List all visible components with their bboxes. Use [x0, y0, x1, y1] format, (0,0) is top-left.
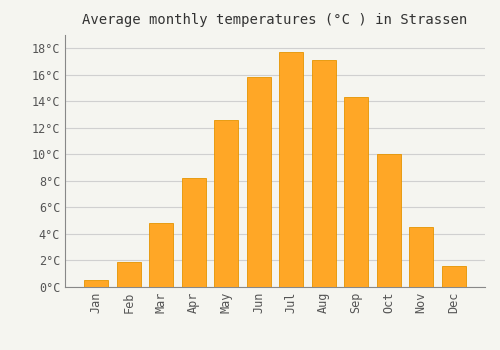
- Bar: [344, 97, 368, 287]
- Bar: [442, 266, 466, 287]
- Bar: [312, 60, 336, 287]
- Bar: [214, 120, 238, 287]
- Bar: [376, 154, 401, 287]
- Bar: [246, 77, 271, 287]
- Bar: [409, 227, 434, 287]
- Bar: [182, 178, 206, 287]
- Bar: [149, 223, 174, 287]
- Bar: [279, 52, 303, 287]
- Bar: [84, 280, 108, 287]
- Title: Average monthly temperatures (°C ) in Strassen: Average monthly temperatures (°C ) in St…: [82, 13, 468, 27]
- Bar: [116, 262, 141, 287]
